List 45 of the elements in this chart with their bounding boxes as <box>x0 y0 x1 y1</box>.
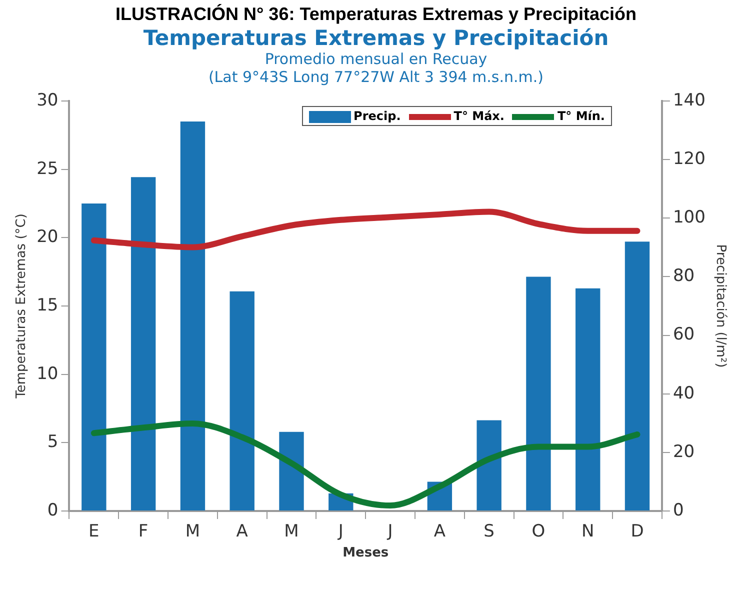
y-tick-label: 25 <box>36 158 58 179</box>
y-tick-label: 10 <box>36 364 58 384</box>
x-tick-label: S <box>484 522 494 542</box>
chart-subtitle: Promedio mensual en Recuay (Lat 9°43S Long 77°27W Alt 3 394 m.s.n.m.) <box>207 50 545 86</box>
y-tick-label: 5 <box>47 432 58 452</box>
y2-axis-title: Precipitación (l/m²) <box>712 244 728 368</box>
y2-tick-label: 60 <box>672 324 695 345</box>
y2-tick-label: 100 <box>672 208 706 228</box>
y2-tick-label: 120 <box>672 148 706 169</box>
bar <box>130 177 156 510</box>
bar <box>82 204 106 510</box>
x-tick-label: N <box>582 522 594 542</box>
bar <box>180 122 206 510</box>
chart-title: Temperaturas Extremas y Precipitación <box>142 26 610 50</box>
y-axis-title: Temperaturas Extremas (°C) <box>14 214 30 400</box>
x-tick-label: E <box>88 522 100 542</box>
x-tick-label: J <box>337 522 344 542</box>
x-axis-title: Meses <box>342 546 389 561</box>
y2-tick-label: 140 <box>672 90 706 110</box>
text: ILUSTRACIÓN N° 36: Temperaturas Extremas y Precipitación <box>114 3 638 26</box>
bar <box>230 291 254 510</box>
y-tick-label: 20 <box>36 227 58 248</box>
y2-tick-label: 0 <box>672 500 684 520</box>
y-tick-label: 0 <box>47 500 58 520</box>
x-tick-label: O <box>532 522 546 542</box>
legend-label: T° Mín. <box>557 109 605 123</box>
bar <box>476 420 502 510</box>
legend-label: T° Máx. <box>454 109 504 123</box>
y2-tick-label: 80 <box>672 266 695 286</box>
x-tick-label: F <box>138 522 148 542</box>
y-tick-label: 30 <box>36 90 58 110</box>
x-tick-label: A <box>236 522 248 542</box>
y2-tick-label: 40 <box>672 383 695 404</box>
bar <box>526 276 551 510</box>
y-tick-label: 15 <box>36 295 58 316</box>
bar <box>576 288 600 510</box>
x-tick-label: A <box>434 522 446 542</box>
bar <box>624 242 650 510</box>
x-tick-label: J <box>386 522 393 542</box>
y2-tick-label: 20 <box>672 442 695 462</box>
x-tick-label: D <box>630 522 644 542</box>
x-tick-label: M <box>284 522 299 542</box>
bar <box>279 432 304 510</box>
legend-label: Precip. <box>354 109 401 123</box>
x-tick-label: M <box>185 522 200 542</box>
